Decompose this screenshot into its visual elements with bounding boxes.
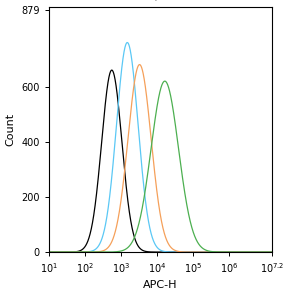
Text: P1: P1 bbox=[160, 0, 175, 1]
Text: bs-3294R-2/: bs-3294R-2/ bbox=[89, 0, 160, 1]
Y-axis label: Count: Count bbox=[6, 113, 16, 146]
X-axis label: APC-H: APC-H bbox=[143, 280, 178, 290]
